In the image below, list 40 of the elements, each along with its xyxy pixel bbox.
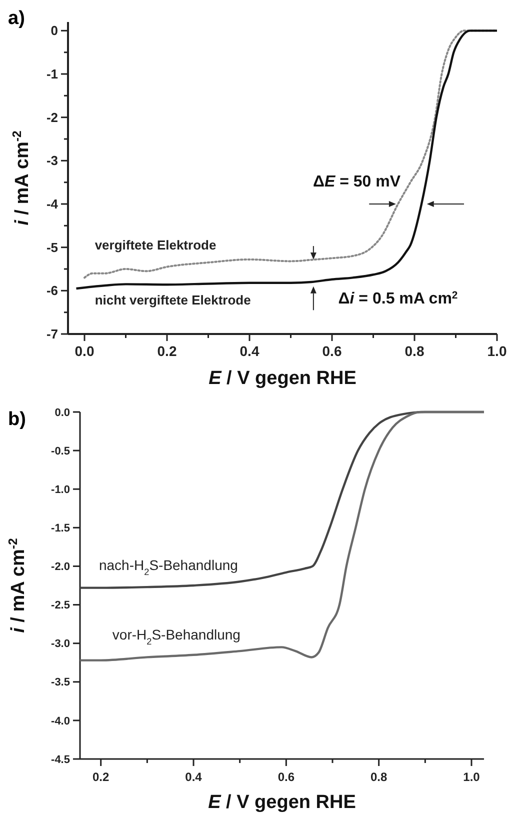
x-tick-label: 0.0 [74, 343, 94, 359]
x-tick-label: 1.0 [487, 343, 507, 359]
y-tick-label: 0 [50, 23, 58, 38]
x-tick-label: 0.4 [240, 343, 260, 359]
y-tick-label: 0.0 [54, 406, 70, 419]
series-label: vergiftete Elektrode [94, 238, 216, 252]
y-tick-label: -1.0 [51, 484, 70, 496]
x-axis-title: E / V gegen RHE [208, 368, 356, 389]
x-tick-label: 0.2 [92, 770, 110, 784]
x-axis-title: E / V gegen RHE [208, 792, 356, 813]
y-tick-label: -4.0 [51, 715, 70, 728]
annotation: ΔE = 50 mV [312, 174, 401, 191]
y-tick-label: -7 [46, 326, 58, 342]
y-tick-label: -1.5 [51, 522, 70, 535]
y-tick-label: -3.5 [51, 676, 70, 689]
y-tick-label: -1 [46, 66, 58, 82]
y-tick-label: -0.5 [51, 445, 70, 458]
x-tick-label: 0.6 [278, 770, 295, 784]
y-tick-label: -4 [46, 196, 59, 212]
y-tick-label: -3 [46, 153, 58, 168]
y-tick-label: -2.0 [51, 561, 70, 574]
series-label: nicht vergiftete Elektrode [94, 292, 251, 308]
annotation: Δi = 0.5 mA cm$^{2}$ [338, 290, 458, 308]
line-series [78, 410, 486, 662]
x-tick-label: 0.2 [157, 343, 177, 359]
x-tick-label: 0.4 [185, 770, 202, 784]
chart-title: a) [8, 8, 25, 29]
x-tick-label: 0.8 [370, 770, 388, 784]
y-tick-label: -5 [46, 240, 58, 255]
series-label: vor-H$_{2}$S-Behandlung [112, 626, 240, 646]
x-tick-label: 0.8 [404, 343, 424, 359]
x-tick-label: 1.0 [463, 770, 480, 784]
y-tick-label: -3.0 [51, 638, 70, 650]
y-tick-label: -2 [46, 110, 58, 125]
y-tick-label: -4.5 [51, 754, 70, 766]
y-tick-label: -6 [46, 283, 58, 298]
series-label: nach-H$_{2}$S-Behandlung [98, 557, 238, 578]
y-tick-label: -2.5 [51, 600, 70, 612]
chart-title: b) [8, 409, 26, 430]
x-tick-label: 0.6 [322, 343, 342, 359]
